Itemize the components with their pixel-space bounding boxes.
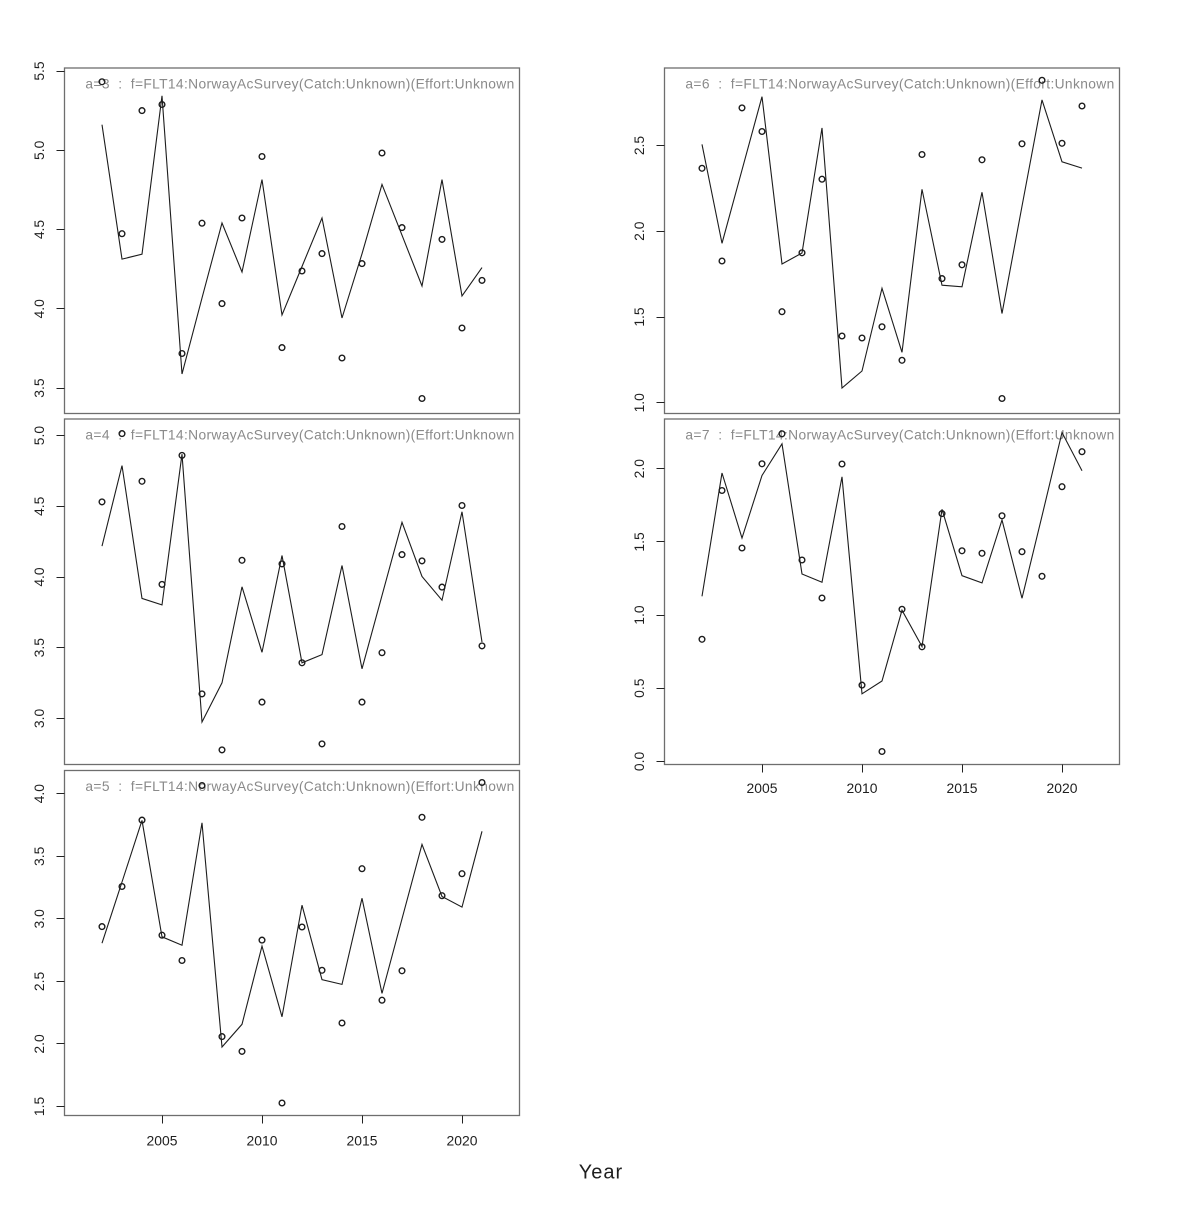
svg-text:2.0: 2.0 (31, 1034, 47, 1054)
svg-text:a=7 : f=FLT14:NorwayAcSurvey: a=7 : f=FLT14:NorwayAcSurvey(Catch:Unkno… (685, 428, 1114, 443)
svg-text:2.0: 2.0 (631, 459, 647, 479)
svg-text:5.5: 5.5 (31, 61, 47, 81)
svg-text:1.5: 1.5 (631, 532, 647, 552)
svg-text:2015: 2015 (347, 1132, 378, 1148)
svg-text:4.5: 4.5 (31, 220, 47, 240)
svg-text:3.5: 3.5 (31, 378, 47, 398)
svg-text:1.5: 1.5 (631, 307, 647, 327)
svg-text:2020: 2020 (447, 1132, 478, 1148)
svg-text:Year: Year (579, 1162, 623, 1184)
svg-text:4.5: 4.5 (31, 496, 47, 516)
svg-text:3.5: 3.5 (31, 638, 47, 658)
svg-text:a=5 : f=FLT14:NorwayAcSurvey: a=5 : f=FLT14:NorwayAcSurvey(Catch:Unkno… (85, 779, 514, 794)
svg-text:2005: 2005 (147, 1132, 178, 1148)
svg-text:3.0: 3.0 (31, 909, 47, 929)
svg-text:4.0: 4.0 (31, 567, 47, 587)
svg-text:2015: 2015 (947, 780, 978, 796)
svg-text:a=4 : f=FLT14:NorwayAcSurvey: a=4 : f=FLT14:NorwayAcSurvey(Catch:Unkno… (85, 428, 514, 443)
svg-text:1.0: 1.0 (631, 393, 647, 413)
svg-text:a=3 : f=FLT14:NorwayAcSurvey: a=3 : f=FLT14:NorwayAcSurvey(Catch:Unkno… (85, 77, 514, 92)
svg-text:4.0: 4.0 (31, 299, 47, 319)
svg-text:5.0: 5.0 (31, 426, 47, 446)
svg-text:0.0: 0.0 (631, 751, 647, 771)
svg-text:3.5: 3.5 (31, 846, 47, 866)
svg-text:3.0: 3.0 (31, 708, 47, 728)
svg-text:2005: 2005 (747, 780, 778, 796)
svg-text:2010: 2010 (247, 1132, 278, 1148)
svg-text:5.0: 5.0 (31, 140, 47, 160)
svg-text:2.0: 2.0 (631, 221, 647, 241)
svg-text:2020: 2020 (1047, 780, 1078, 796)
svg-text:2.5: 2.5 (631, 136, 647, 156)
svg-text:2.5: 2.5 (31, 971, 47, 991)
svg-text:0.5: 0.5 (631, 678, 647, 698)
svg-text:1.5: 1.5 (31, 1096, 47, 1116)
svg-text:4.0: 4.0 (31, 784, 47, 804)
svg-text:1.0: 1.0 (631, 605, 647, 625)
svg-text:a=6 : f=FLT14:NorwayAcSurvey: a=6 : f=FLT14:NorwayAcSurvey(Catch:Unkno… (685, 77, 1114, 92)
svg-text:2010: 2010 (847, 780, 878, 796)
